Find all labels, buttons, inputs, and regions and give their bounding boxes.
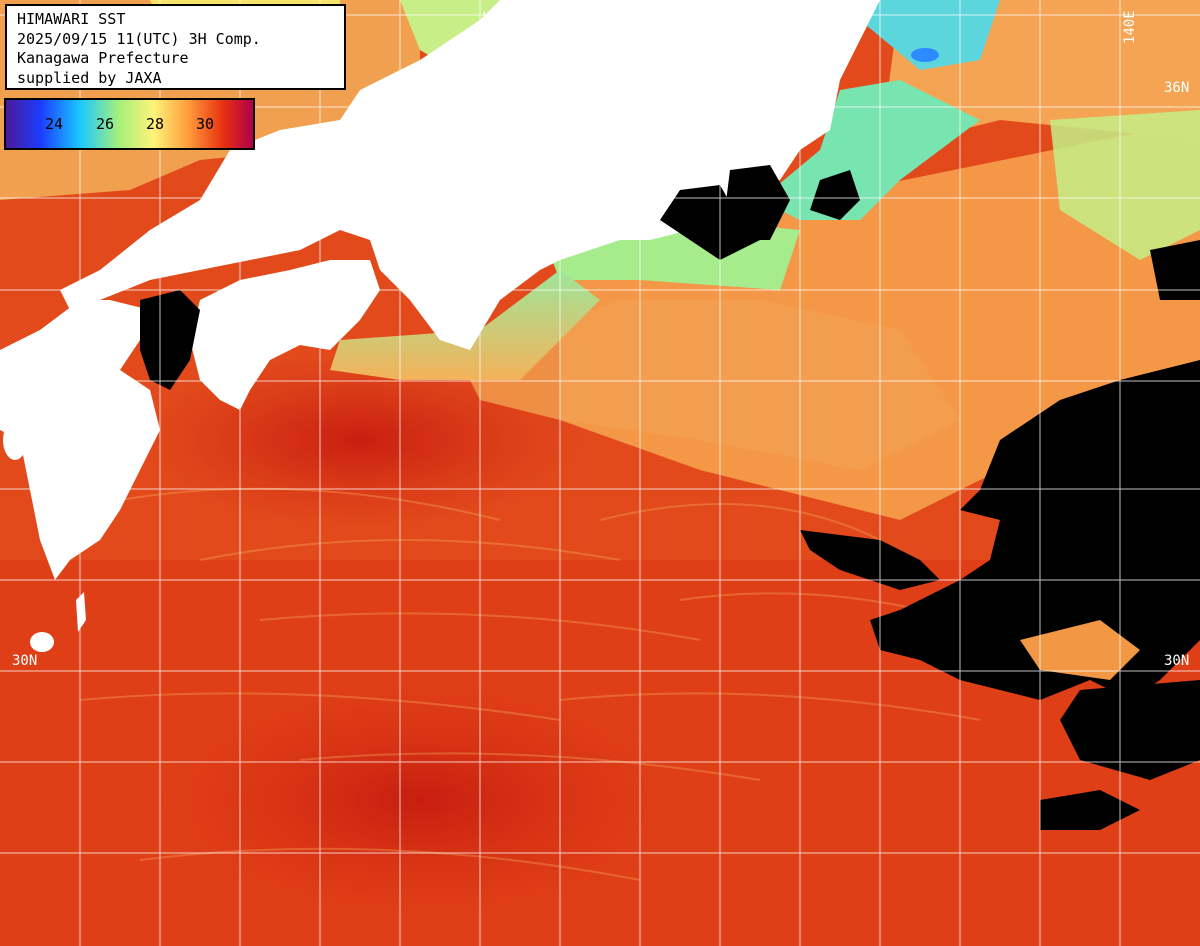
no-data-cloud <box>140 165 1200 830</box>
coastal-cool-west <box>330 270 600 380</box>
title-line-1: HIMAWARI SST <box>17 10 126 28</box>
lat-label-36-right: 36N <box>1164 80 1190 96</box>
east-greenish <box>1050 110 1200 260</box>
clear-patch <box>1020 620 1140 680</box>
lat-label-30-left: 30N <box>12 653 38 669</box>
coastal-cool-east <box>760 80 980 220</box>
coastal-cold-ne <box>860 0 1000 70</box>
hot-core-south <box>160 680 680 920</box>
legend-tick-26: 26 <box>96 115 115 133</box>
legend-tick-24: 24 <box>45 115 64 133</box>
legend: 24 26 28 30 <box>4 98 255 150</box>
lon-label-140: 140E <box>1122 10 1138 44</box>
title-block: HIMAWARI SST 2025/09/15 11(UTC) 3H Comp.… <box>5 4 346 90</box>
title-line-3: Kanagawa Prefecture <box>17 49 189 67</box>
title-line-4: supplied by JAXA <box>17 68 162 87</box>
land-shikoku <box>190 260 380 410</box>
lat-label-30-right: 30N <box>1164 653 1190 669</box>
legend-colorbar <box>6 100 253 148</box>
title-line-2: 2025/09/15 11(UTC) 3H Comp. <box>17 29 261 48</box>
legend-tick-30: 30 <box>196 115 215 133</box>
land-kagoshima <box>3 420 27 460</box>
cold-spot <box>911 48 939 62</box>
mid-belt <box>460 300 960 470</box>
land-honshu <box>60 0 880 350</box>
land-island-yakushima <box>76 592 86 632</box>
legend-tick-28: 28 <box>146 115 165 133</box>
land-island-tanegashima <box>30 632 54 652</box>
lon-label-138: 138E <box>482 10 498 44</box>
